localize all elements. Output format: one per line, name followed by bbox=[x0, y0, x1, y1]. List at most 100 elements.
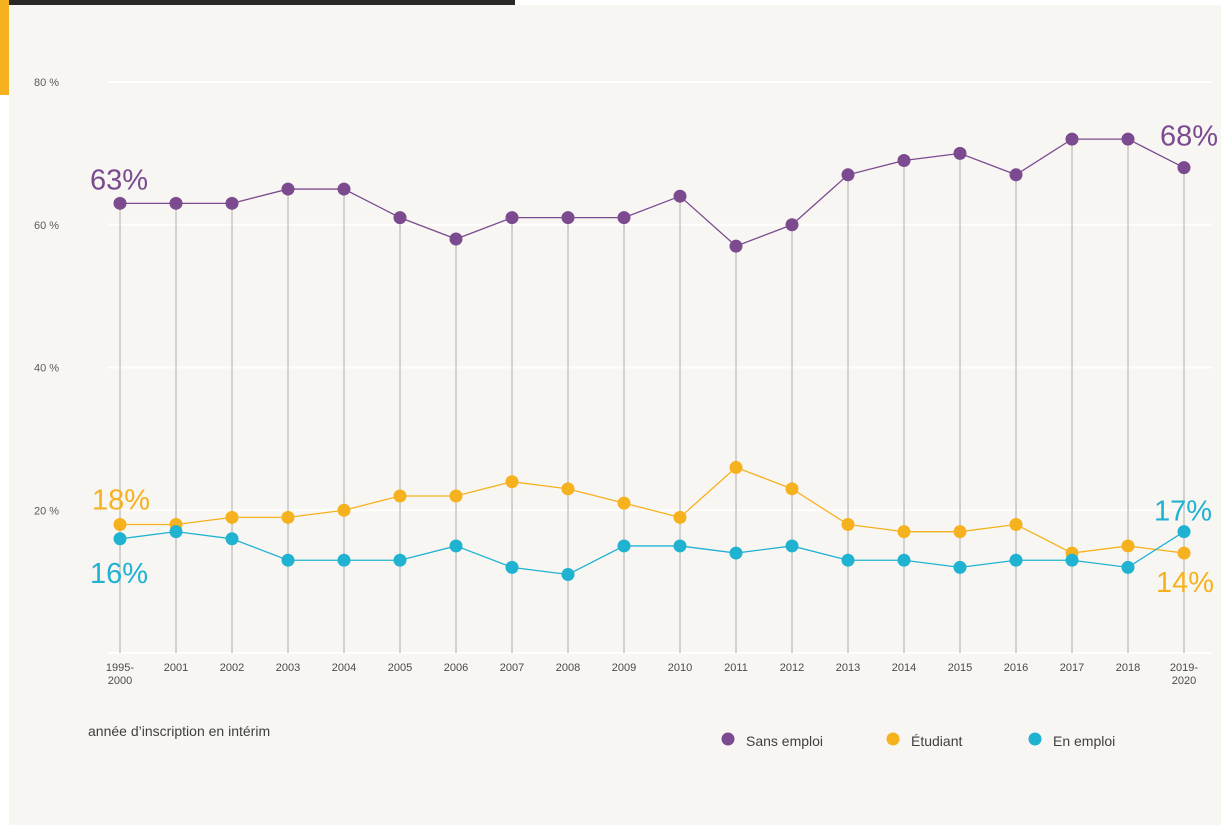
x-tick-label: 2018 bbox=[1116, 662, 1140, 674]
series-line bbox=[119, 531, 1185, 576]
x-axis-ticks: 1995-2000 2001 2002 2003 2004 2005 2006 2007 200… bbox=[106, 662, 1198, 687]
data-point bbox=[113, 196, 127, 210]
data-point bbox=[729, 460, 743, 474]
series bbox=[113, 132, 1191, 581]
data-point bbox=[449, 232, 463, 246]
data-point bbox=[729, 546, 743, 560]
x-tick-label: 2006 bbox=[444, 662, 468, 674]
data-point bbox=[449, 489, 463, 503]
data-point bbox=[281, 510, 295, 524]
legend-label: En emploi bbox=[1053, 733, 1115, 749]
data-point bbox=[393, 489, 407, 503]
x-tick-label: 2019-2020 bbox=[1170, 662, 1198, 687]
data-point bbox=[1121, 539, 1135, 553]
data-point bbox=[449, 539, 463, 553]
data-point bbox=[953, 560, 967, 574]
data-point bbox=[113, 532, 127, 546]
x-tick-label: 2014 bbox=[892, 662, 916, 674]
start-value-label: 16% bbox=[90, 558, 148, 590]
x-tick-label: 1995-2000 bbox=[106, 662, 134, 687]
end-labels: 63% 68% 18% 14% 16% 17% bbox=[90, 121, 1218, 599]
data-point bbox=[841, 168, 855, 182]
data-point bbox=[281, 553, 295, 567]
x-tick-label: 2009 bbox=[612, 662, 636, 674]
data-point bbox=[1177, 525, 1191, 539]
data-point bbox=[785, 482, 799, 496]
legend-marker bbox=[721, 732, 735, 746]
data-point bbox=[337, 182, 351, 196]
x-tick-label: 2005 bbox=[388, 662, 412, 674]
data-point bbox=[169, 525, 183, 539]
series-line bbox=[120, 466, 1185, 554]
start-value-label: 18% bbox=[92, 485, 150, 517]
data-point bbox=[785, 218, 799, 232]
y-tick-label: 80 % bbox=[34, 77, 59, 89]
y-axis-ticks: 20 % 40 % 60 % 80 % bbox=[34, 77, 59, 517]
data-point bbox=[1177, 546, 1191, 560]
data-point bbox=[561, 567, 575, 581]
data-point bbox=[673, 539, 687, 553]
header-bar bbox=[0, 0, 515, 7]
data-point bbox=[505, 560, 519, 574]
data-point bbox=[1121, 560, 1135, 574]
data-point bbox=[729, 239, 743, 253]
data-point bbox=[1177, 161, 1191, 175]
x-tick-label: 2002 bbox=[220, 662, 244, 674]
x-tick-label: 2015 bbox=[948, 662, 972, 674]
x-axis-label: année d’inscription en intérim bbox=[88, 723, 270, 739]
data-point bbox=[1121, 132, 1135, 146]
data-point bbox=[561, 211, 575, 225]
grid bbox=[108, 81, 1212, 654]
data-point bbox=[225, 532, 239, 546]
x-tick-label: 2012 bbox=[780, 662, 804, 674]
data-point bbox=[673, 510, 687, 524]
data-point bbox=[897, 553, 911, 567]
x-tick-label: 2007 bbox=[500, 662, 524, 674]
data-point bbox=[897, 154, 911, 168]
data-point bbox=[785, 539, 799, 553]
x-tick-label: 2001 bbox=[164, 662, 188, 674]
data-point bbox=[617, 539, 631, 553]
x-tick-label: 2003 bbox=[276, 662, 300, 674]
data-point bbox=[505, 211, 519, 225]
end-value-label: 17% bbox=[1154, 496, 1212, 528]
data-point bbox=[281, 182, 295, 196]
data-point bbox=[505, 475, 519, 489]
data-point bbox=[393, 553, 407, 567]
end-value-label: 68% bbox=[1160, 121, 1218, 153]
legend-marker bbox=[1028, 732, 1042, 746]
x-tick-label: 2013 bbox=[836, 662, 860, 674]
x-tick-label: 2016 bbox=[1004, 662, 1028, 674]
legend: Sans emploi Étudiant En emploi bbox=[721, 732, 1115, 749]
x-tick-label: 2010 bbox=[668, 662, 692, 674]
x-tick-label: 2011 bbox=[724, 662, 748, 674]
data-point bbox=[225, 196, 239, 210]
data-point bbox=[1065, 553, 1079, 567]
accent-stripe bbox=[0, 0, 9, 95]
data-point bbox=[393, 211, 407, 225]
legend-label: Sans emploi bbox=[746, 733, 823, 749]
data-point bbox=[1009, 518, 1023, 532]
data-point bbox=[1009, 168, 1023, 182]
data-point bbox=[113, 518, 127, 532]
start-value-label: 63% bbox=[90, 164, 148, 196]
y-tick-label: 40 % bbox=[34, 363, 59, 375]
data-point bbox=[673, 189, 687, 203]
data-point bbox=[1009, 553, 1023, 567]
data-point bbox=[617, 496, 631, 510]
data-point bbox=[617, 211, 631, 225]
chart-panel bbox=[9, 5, 1221, 825]
legend-label: Étudiant bbox=[911, 733, 962, 749]
x-tick-label: 2017 bbox=[1060, 662, 1084, 674]
end-value-label: 14% bbox=[1156, 567, 1214, 599]
data-point bbox=[841, 553, 855, 567]
data-point bbox=[169, 196, 183, 210]
data-point bbox=[561, 482, 575, 496]
y-tick-label: 60 % bbox=[34, 220, 59, 232]
data-point bbox=[953, 146, 967, 160]
data-point bbox=[337, 503, 351, 517]
data-point bbox=[897, 525, 911, 539]
data-point bbox=[953, 525, 967, 539]
data-point bbox=[1065, 132, 1079, 146]
